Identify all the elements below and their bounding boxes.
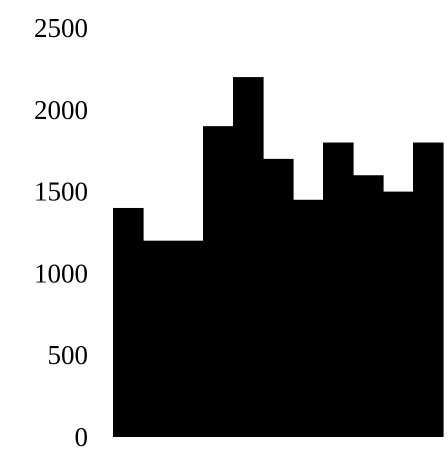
y-tick-label: 1000 [34,258,88,288]
y-tick-label: 500 [48,340,89,370]
bar [293,199,324,437]
bar [113,207,144,437]
bar [353,175,384,438]
bars [113,77,444,438]
bar [323,142,354,437]
y-axis-ticks: 0 500 1000 1500 2000 2500 [34,13,88,452]
y-tick-label: 2000 [34,95,88,125]
y-tick-label: 2500 [34,13,88,43]
bar [173,240,204,437]
bar [263,158,294,437]
bar [413,142,444,437]
bar [203,126,234,437]
y-tick-label: 0 [75,422,89,452]
bar [383,191,414,437]
y-tick-label: 1500 [34,177,88,207]
bar [143,240,174,437]
bar [233,77,264,437]
